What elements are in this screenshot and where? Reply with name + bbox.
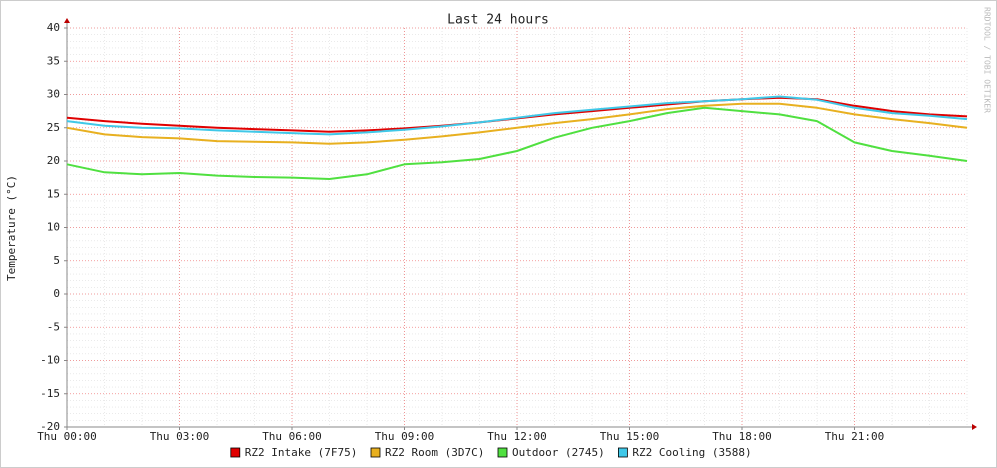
x-tick-label: Thu 15:00 — [600, 430, 660, 443]
axis-arrow — [972, 424, 977, 430]
legend-swatch — [497, 447, 508, 458]
legend-swatch — [618, 447, 628, 458]
legend-label: RZ2 Cooling (3588) — [632, 446, 751, 459]
series-line — [66, 95, 968, 136]
y-tick-label: 40 — [47, 21, 60, 34]
y-tick-label: 10 — [47, 221, 60, 234]
y-tick-label: -10 — [40, 354, 60, 367]
watermark: RRDTOOL / TOBI OETIKER — [983, 7, 992, 113]
x-tick-label: Thu 21:00 — [825, 430, 885, 443]
y-tick-label: 0 — [53, 287, 60, 300]
legend-label: Outdoor (2745) — [512, 446, 605, 459]
y-tick-label: 25 — [47, 121, 60, 134]
y-tick-label: -5 — [47, 320, 60, 333]
series-line — [66, 106, 968, 180]
y-tick-label: -15 — [40, 387, 60, 400]
axis-arrow — [64, 18, 70, 23]
x-tick-label: Thu 06:00 — [262, 430, 322, 443]
legend-label: RZ2 Room (3D7C) — [385, 446, 484, 459]
y-tick-label: -20 — [40, 420, 60, 433]
y-tick-label: 15 — [47, 187, 60, 200]
chart-title: Last 24 hours — [447, 13, 549, 28]
x-tick-label: Thu 12:00 — [487, 430, 547, 443]
legend-label: RZ2 Intake (7F75) — [245, 446, 358, 459]
y-tick-label: 30 — [47, 88, 60, 101]
y-tick-label: 20 — [47, 154, 60, 167]
x-tick-label: Thu 03:00 — [150, 430, 210, 443]
legend-swatch — [230, 447, 241, 458]
y-tick-label: 35 — [47, 54, 60, 67]
series-line — [66, 102, 968, 145]
x-tick-label: Thu 00:00 — [37, 430, 97, 443]
legend-swatch — [370, 447, 381, 458]
y-axis-label: Temperature (°C) — [5, 175, 18, 281]
x-tick-label: Thu 18:00 — [712, 430, 772, 443]
x-tick-label: Thu 09:00 — [375, 430, 435, 443]
y-tick-label: 5 — [53, 254, 60, 267]
